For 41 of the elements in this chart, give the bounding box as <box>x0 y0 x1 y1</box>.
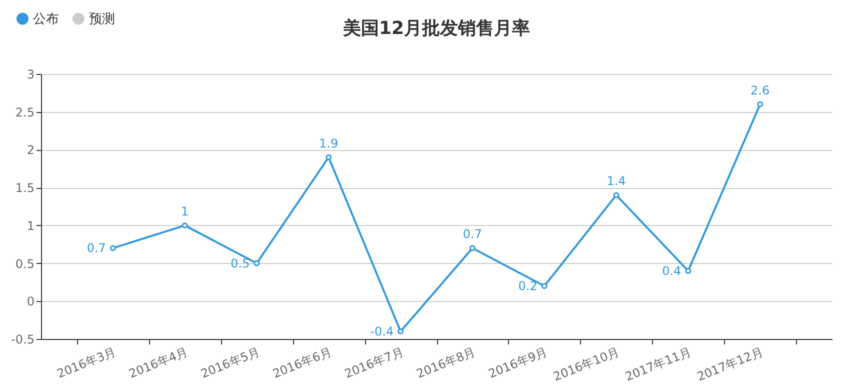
legend-label: 公布 <box>33 12 59 27</box>
x-tick-label: 2017年12月 <box>695 344 766 384</box>
data-label: 2.6 <box>750 83 770 98</box>
y-tick-label: 1.5 <box>15 181 34 196</box>
point <box>398 328 404 334</box>
point <box>613 192 620 198</box>
y-tick-label: 0.5 <box>15 256 34 271</box>
point <box>110 245 116 252</box>
data-label: 0.5 <box>230 256 250 270</box>
x-tick-label: 2016年3月 <box>55 344 118 381</box>
data-label: -0.4 <box>370 324 394 338</box>
x-tick-label: 2016年4月 <box>126 344 190 381</box>
y-tick-label: 2 <box>26 143 34 158</box>
data-label: 1 <box>181 204 189 218</box>
data-label: 1.4 <box>606 174 626 188</box>
chart-title: 美国12月批发销售月率 <box>342 18 530 39</box>
x-tick-label: 2016年6月 <box>270 344 334 381</box>
y-tick-label: -0.5 <box>11 332 34 346</box>
x-tick-label: 2016年9月 <box>486 344 550 381</box>
data-label: 0.4 <box>662 264 682 278</box>
x-tick-label: 2017年11月 <box>623 344 694 384</box>
x-tick-label: 2016年7月 <box>342 344 406 381</box>
point <box>326 154 332 160</box>
point <box>541 283 548 289</box>
y-tick-label: 1 <box>26 218 34 233</box>
data-label: 0.7 <box>86 241 106 256</box>
point <box>254 260 260 266</box>
y-tick-label: 0 <box>26 294 34 309</box>
y-tick-label: 3 <box>26 68 34 82</box>
point <box>757 101 764 108</box>
y-tick-label: 2.5 <box>15 105 34 120</box>
point <box>685 268 692 274</box>
x-tick-label: 2016年5月 <box>198 344 262 381</box>
legend-label: 预测 <box>89 12 115 27</box>
x-tick-label: 2016年8月 <box>414 344 478 381</box>
x-tick-label: 2016年10月 <box>551 344 622 384</box>
data-label: 0.2 <box>518 279 538 293</box>
point <box>469 245 476 252</box>
data-label: 1.9 <box>319 136 338 150</box>
point <box>182 222 188 228</box>
data-label: 0.7 <box>462 227 482 242</box>
